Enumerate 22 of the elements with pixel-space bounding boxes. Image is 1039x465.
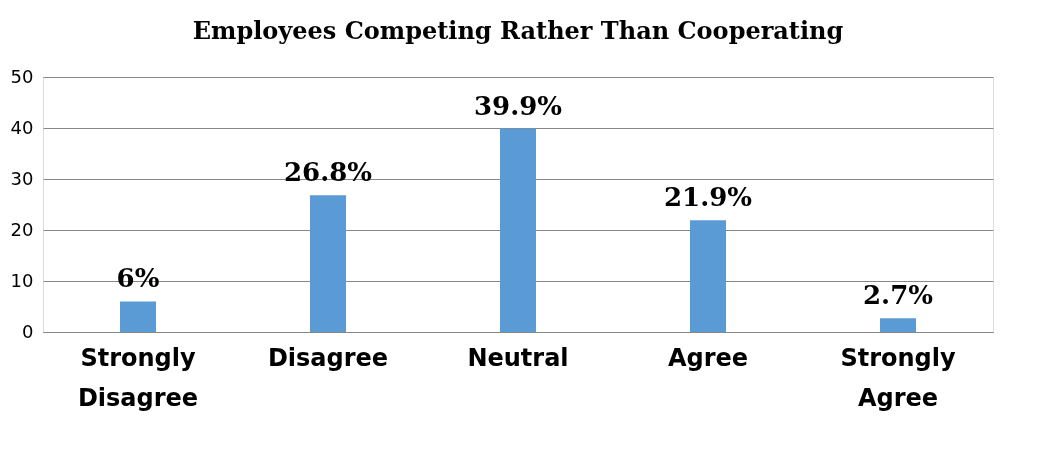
chart-title: Employees Competing Rather Than Cooperating xyxy=(192,16,844,45)
y-tick-label: 0 xyxy=(22,320,34,342)
bar xyxy=(310,195,346,332)
bar xyxy=(690,220,726,332)
y-tick-label: 40 xyxy=(10,116,34,138)
x-tick-label: Disagree xyxy=(267,343,389,372)
x-tick-label: Agree xyxy=(667,343,749,372)
data-label: 39.9% xyxy=(473,90,563,121)
data-label: 2.7% xyxy=(863,280,934,311)
x-tick-label: Neutral xyxy=(467,343,569,372)
x-tick-label: Strongly Agree xyxy=(840,343,956,412)
y-tick-label: 10 xyxy=(10,269,34,291)
x-tick-label: Strongly Disagree xyxy=(77,343,199,412)
data-label: 21.9% xyxy=(663,182,753,213)
data-label: 26.8% xyxy=(283,157,373,188)
y-tick-label: 30 xyxy=(10,167,34,189)
data-label: 6% xyxy=(116,263,160,294)
y-tick-label: 50 xyxy=(10,65,34,87)
bar xyxy=(880,318,916,332)
y-tick-label: 20 xyxy=(10,218,34,240)
bar xyxy=(500,128,536,332)
bar xyxy=(120,301,156,332)
